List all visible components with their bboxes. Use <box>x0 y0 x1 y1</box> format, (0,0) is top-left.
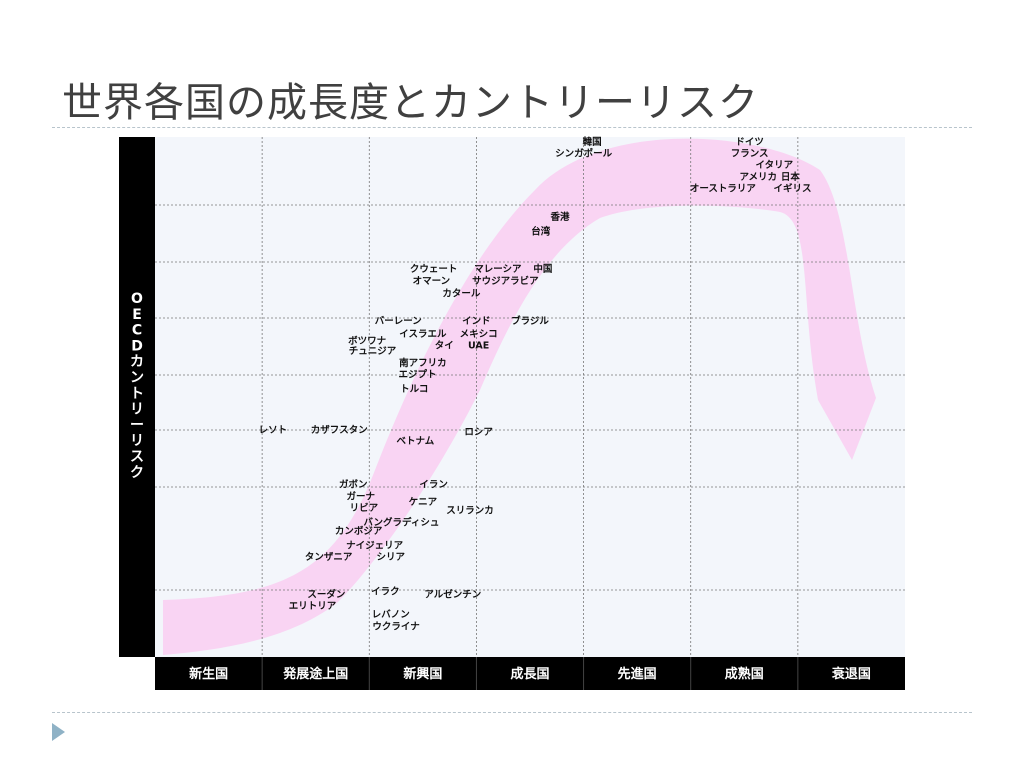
x-category-label: 新興国 <box>403 666 442 682</box>
country-label: メキシコ <box>460 329 498 340</box>
country-label: ボツワナ <box>348 335 386 347</box>
country-label: チュニジア <box>349 346 397 357</box>
country-label: 韓国 <box>583 136 602 148</box>
country-label: オマーン <box>413 276 451 287</box>
x-category-label: 衰退国 <box>831 666 871 682</box>
country-label: アルゼンチン <box>424 588 481 600</box>
country-label: スリランカ <box>446 506 494 517</box>
country-label: 日本 <box>781 171 801 183</box>
country-label: フランス <box>731 149 769 160</box>
play-triangle-icon <box>52 723 65 741</box>
x-axis-categories: 新生国 発展途上国 新興国 成長国 先進国 成熟国 衰退国 <box>189 657 871 690</box>
country-label: タンザニア <box>305 551 353 563</box>
country-label: イスラエル <box>399 329 447 340</box>
country-label: バングラディシュ <box>364 516 440 528</box>
country-label: 香港 <box>549 211 570 223</box>
country-label: シンガポール <box>555 148 613 160</box>
country-label: ドイツ <box>735 137 764 148</box>
country-label: ケニア <box>409 497 438 508</box>
country-label: ブラジル <box>511 315 549 327</box>
y-axis-bar <box>119 137 155 657</box>
country-label: ナイジェリア <box>346 540 404 551</box>
country-label: バーレーン <box>375 315 422 327</box>
country-label: エジプト <box>398 368 436 380</box>
country-label: イギリス <box>773 182 811 194</box>
country-label: アメリカ <box>739 172 777 183</box>
y-axis-label: O E C D カントリーリスク <box>130 291 144 481</box>
grid-lines <box>155 137 905 657</box>
country-label: レバノン <box>372 609 410 621</box>
country-label: カタール <box>442 287 481 299</box>
country-label: リビア <box>350 502 379 514</box>
country-label: カンボジア <box>335 525 383 537</box>
x-category-label: 成長国 <box>510 666 549 682</box>
x-category-label: 成熟国 <box>725 666 764 682</box>
growth-curve-band <box>163 138 876 655</box>
country-label: ベトナム <box>396 436 434 447</box>
country-label: カザフスタン <box>311 424 368 436</box>
slide-title: 世界各国の成長度とカントリーリスク <box>62 80 759 126</box>
country-label: スーダン <box>307 588 345 600</box>
x-category-label: 発展途上国 <box>282 666 348 682</box>
country-label: ウクライナ <box>372 621 419 632</box>
country-label: UAE <box>468 340 489 351</box>
country-label: レソト <box>259 425 288 436</box>
country-label: 南アフリカ <box>399 357 447 369</box>
country-label: エリトリア <box>289 601 337 612</box>
x-category-label: 新生国 <box>189 666 228 682</box>
country-label: 中国 <box>533 263 552 275</box>
country-label: インド <box>462 316 491 327</box>
country-label: ロシア <box>464 427 493 438</box>
country-label: イラク <box>371 587 400 598</box>
x-axis-bar <box>155 657 905 690</box>
country-label: サウジアラビア <box>472 275 539 287</box>
title-divider <box>52 127 972 128</box>
country-label: タイ <box>435 339 454 351</box>
country-label: トルコ <box>400 384 428 395</box>
x-category-label: 先進国 <box>618 666 657 682</box>
country-label: イタリア <box>755 159 793 171</box>
country-label: マレーシア <box>474 264 522 275</box>
country-label: シリア <box>376 552 405 563</box>
footer-divider <box>52 712 972 713</box>
country-label: ガボン <box>339 479 368 491</box>
country-label: イラン <box>419 480 448 491</box>
country-label: クウェート <box>410 264 458 275</box>
country-label: オーストラリア <box>690 183 757 194</box>
country-label: 台湾 <box>531 226 551 238</box>
country-label: ガーナ <box>346 490 375 502</box>
